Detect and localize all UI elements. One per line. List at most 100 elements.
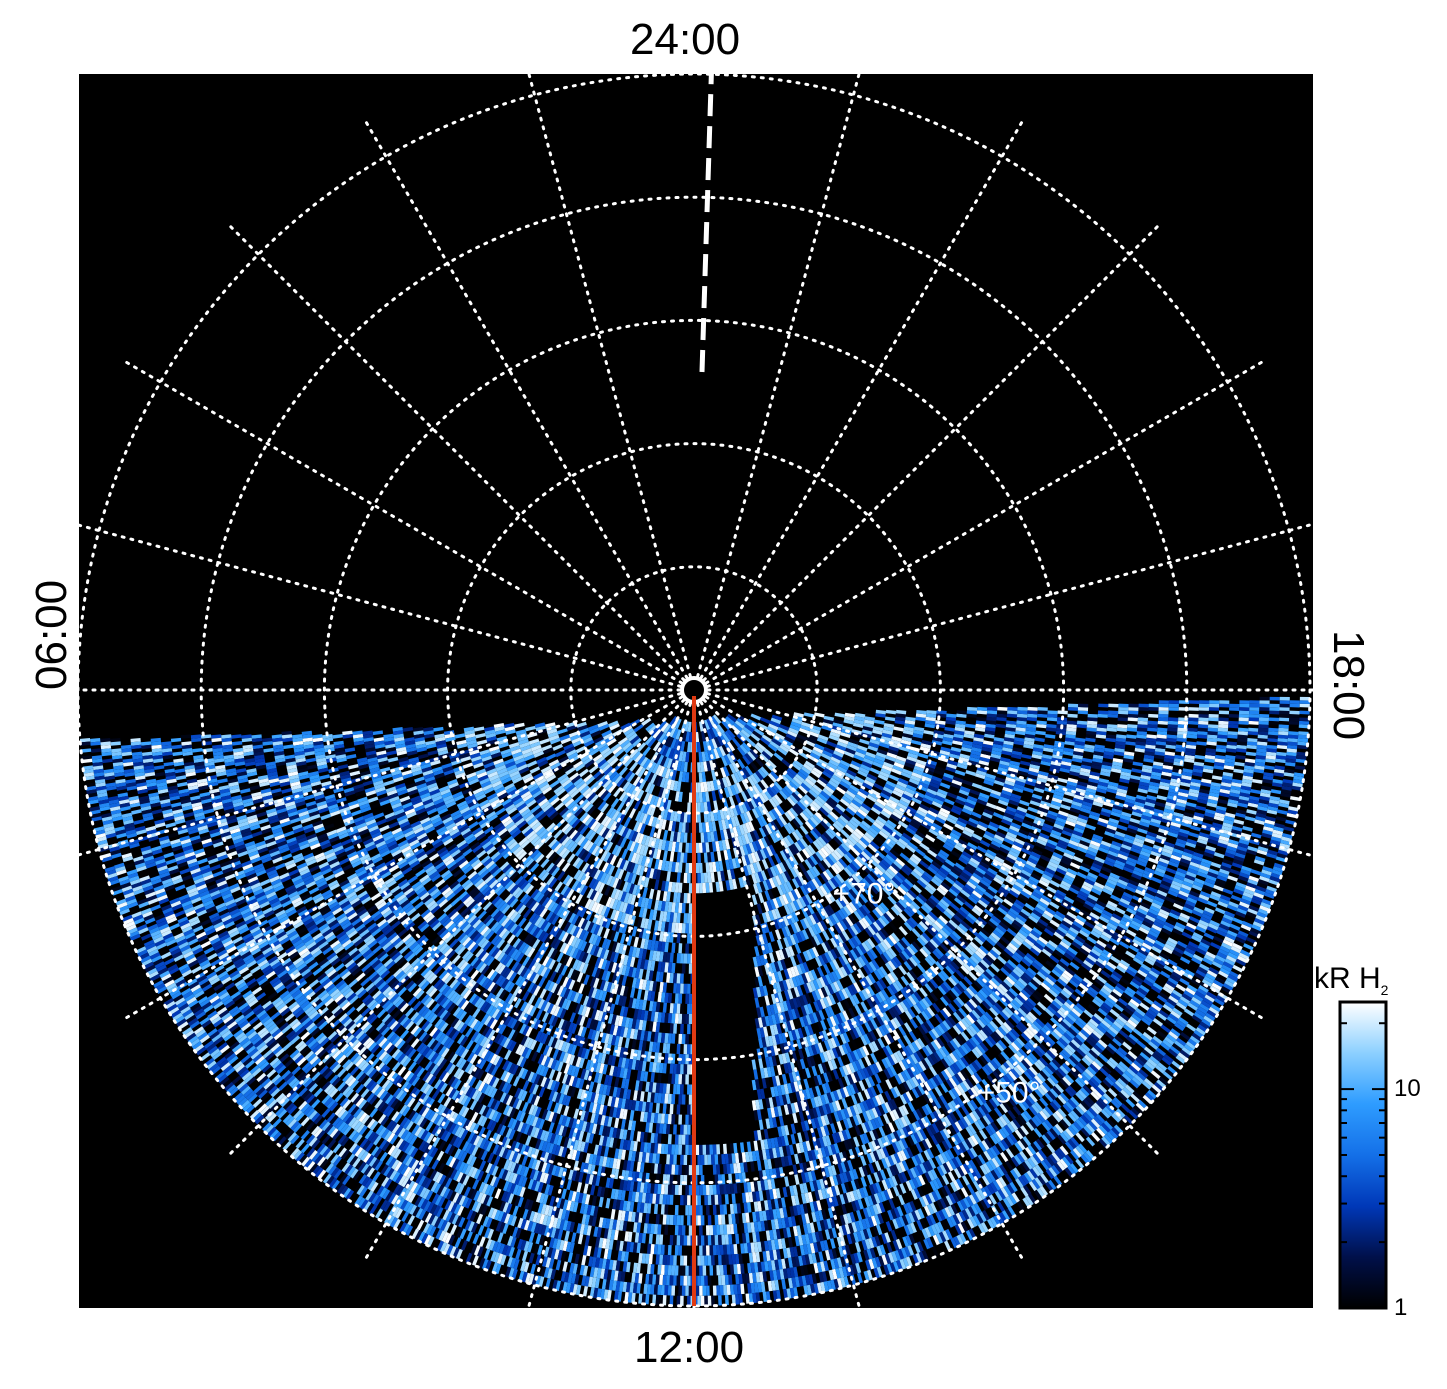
- heat-cell: [780, 774, 791, 784]
- heat-cell: [848, 738, 860, 745]
- heat-cell: [669, 1023, 674, 1034]
- heat-cell: [685, 842, 690, 853]
- heat-cell: [569, 772, 580, 782]
- heat-cell: [681, 903, 686, 914]
- heat-cell: [649, 794, 657, 806]
- heat-cell: [749, 761, 759, 772]
- heat-cell: [710, 749, 717, 760]
- heat-cell: [488, 745, 500, 752]
- heat-cell: [703, 719, 711, 731]
- heat-cell: [857, 769, 868, 778]
- heat-cell: [616, 835, 625, 847]
- heat-cell: [673, 1023, 678, 1034]
- heat-cell: [699, 721, 704, 732]
- heat-cell: [532, 807, 543, 817]
- heat-cell: [669, 779, 676, 791]
- heat-cell: [879, 770, 890, 779]
- heat-cell: [596, 741, 608, 750]
- heat-cell: [683, 913, 688, 924]
- heat-cell: [829, 777, 841, 786]
- heat-cell: [678, 1074, 683, 1085]
- heat-cell: [566, 814, 576, 824]
- heat-cell: [712, 714, 722, 725]
- heat-cell: [852, 778, 864, 787]
- heat-cell: [546, 822, 556, 832]
- heat-cell: [997, 706, 1008, 711]
- heat-cell: [573, 777, 584, 787]
- heat-cell: [759, 716, 771, 724]
- heat-cell: [789, 867, 798, 879]
- heat-cell: [683, 1064, 688, 1075]
- heat-cell: [642, 746, 651, 757]
- heat-cell: [508, 742, 520, 749]
- heat-cell: [522, 811, 533, 820]
- heat-cell: [666, 891, 671, 902]
- heat-cell: [755, 861, 763, 872]
- heat-cell: [628, 808, 637, 819]
- heat-cell: [638, 812, 646, 823]
- heat-cell: [495, 764, 507, 772]
- heat-cell: [662, 778, 670, 789]
- heat-cell: [740, 834, 748, 846]
- heat-cell: [977, 706, 988, 711]
- heat-cell: [837, 783, 849, 792]
- heat-cell: [577, 724, 588, 732]
- heat-cell: [590, 867, 599, 879]
- heat-cell: [584, 759, 595, 769]
- heat-cell: [778, 815, 788, 826]
- heat-cell: [523, 775, 534, 784]
- heat-cell: [749, 797, 758, 809]
- heat-cell: [643, 792, 651, 804]
- heat-cell: [676, 953, 681, 964]
- heat-cell: [864, 716, 876, 722]
- heat-cell: [839, 798, 850, 807]
- heat-cell: [681, 1013, 686, 1025]
- heat-cell: [515, 760, 527, 768]
- heat-cell: [769, 740, 780, 750]
- heat-cell: [593, 834, 602, 845]
- heat-cell: [777, 747, 788, 756]
- heat-cell: [685, 1013, 689, 1025]
- heat-cell: [708, 841, 714, 853]
- heat-cell: [758, 827, 767, 838]
- heat-cell: [683, 741, 689, 752]
- heat-cell: [796, 839, 806, 850]
- heat-cell: [657, 818, 664, 830]
- heat-cell: [646, 804, 654, 816]
- heat-cell: [667, 840, 673, 852]
- heat-cell: [578, 727, 590, 735]
- heat-cell: [822, 787, 833, 797]
- heat-cell: [767, 773, 777, 783]
- heat-cell: [746, 799, 755, 810]
- heat-cell: [830, 794, 841, 804]
- heat-cell: [574, 846, 584, 857]
- heat-cell: [582, 736, 593, 745]
- heat-cell: [669, 810, 675, 822]
- heat-cell: [736, 770, 745, 782]
- heat-cell: [669, 715, 678, 726]
- heat-cell: [770, 770, 780, 781]
- heat-cell: [824, 785, 835, 794]
- heat-cell: [841, 812, 852, 822]
- heat-cell: [660, 880, 666, 892]
- heat-cell: [591, 845, 600, 856]
- heat-cell: [681, 1054, 686, 1065]
- heat-cell: [839, 759, 851, 768]
- heat-cell: [881, 764, 893, 772]
- heat-cell: [819, 807, 829, 817]
- heat-cell: [545, 722, 556, 728]
- heat-cell: [734, 857, 741, 868]
- heat-cell: [812, 840, 822, 851]
- heat-cell: [514, 800, 525, 809]
- heat-cell: [589, 727, 600, 735]
- heat-cell: [559, 793, 570, 803]
- heat-cell: [839, 815, 849, 825]
- heat-cell: [812, 766, 823, 776]
- heat-cell: [832, 722, 843, 728]
- heat-cell: [765, 879, 773, 890]
- heat-cell: [812, 814, 822, 824]
- heat-cell: [770, 820, 779, 832]
- heat-cell: [754, 757, 765, 768]
- heat-cell: [687, 873, 691, 884]
- heat-cell: [552, 743, 563, 751]
